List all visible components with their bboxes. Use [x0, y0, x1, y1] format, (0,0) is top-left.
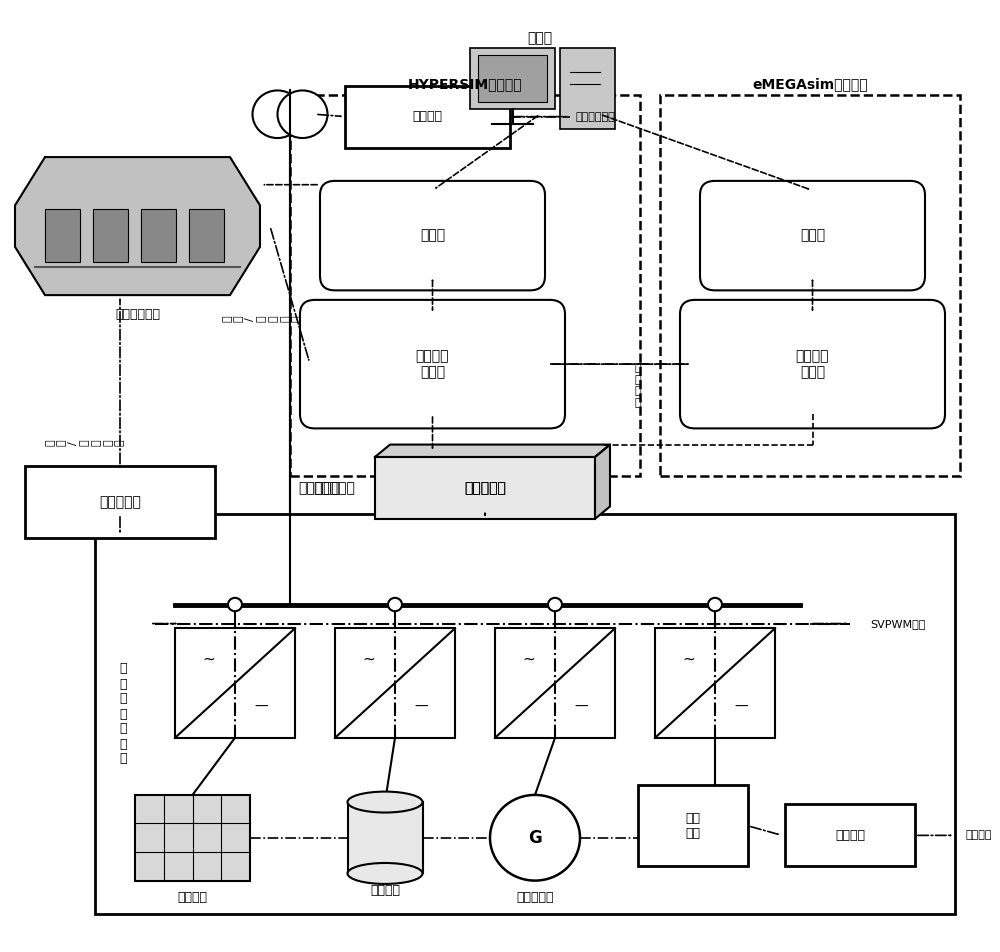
- Text: 变频
负荷: 变频 负荷: [686, 812, 701, 840]
- Bar: [375, 457, 595, 519]
- Text: —: —: [735, 700, 748, 714]
- Bar: [345, 86, 510, 148]
- Bar: [175, 628, 295, 738]
- Circle shape: [252, 90, 302, 138]
- Bar: [495, 628, 615, 738]
- Text: G: G: [528, 829, 542, 846]
- Text: 数
据
/
控
制
信
号: 数 据 / 控 制 信 号: [45, 440, 125, 446]
- Text: 测控保护: 测控保护: [413, 110, 442, 123]
- Ellipse shape: [348, 792, 422, 813]
- Circle shape: [388, 598, 402, 611]
- Text: 功率放大器: 功率放大器: [298, 481, 340, 495]
- FancyBboxPatch shape: [700, 181, 925, 290]
- Text: eMEGAsim仿真系统: eMEGAsim仿真系统: [752, 77, 868, 90]
- Text: 功率放大器: 功率放大器: [464, 481, 506, 495]
- Bar: [638, 785, 748, 866]
- Text: 输入输出
通信机: 输入输出 通信机: [416, 349, 449, 379]
- Text: 电压电流信号: 电压电流信号: [575, 111, 615, 122]
- Text: 数
据
/
控
制
信
号: 数 据 / 控 制 信 号: [222, 316, 302, 322]
- Bar: [348, 802, 423, 874]
- Text: 模式控制器: 模式控制器: [99, 495, 141, 509]
- FancyBboxPatch shape: [680, 300, 945, 428]
- Polygon shape: [15, 157, 260, 295]
- FancyBboxPatch shape: [320, 181, 545, 290]
- Bar: [335, 628, 455, 738]
- Bar: [135, 795, 250, 881]
- Text: 仿真机: 仿真机: [420, 228, 445, 243]
- Bar: [93, 209, 128, 262]
- Bar: [655, 628, 775, 738]
- Bar: [95, 514, 955, 914]
- Text: 物
理
微
电
网
系
统: 物 理 微 电 网 系 统: [119, 663, 127, 765]
- Circle shape: [278, 90, 328, 138]
- Text: HYPERSIM仿真系统: HYPERSIM仿真系统: [408, 77, 522, 90]
- Polygon shape: [595, 445, 610, 519]
- Text: ~: ~: [362, 651, 375, 666]
- Bar: [141, 209, 176, 262]
- Text: —: —: [415, 700, 428, 714]
- Circle shape: [548, 598, 562, 611]
- Text: 储能电池: 储能电池: [370, 884, 400, 897]
- Text: 数
据
信
号: 数 据 信 号: [635, 363, 641, 408]
- Bar: [470, 48, 555, 109]
- Bar: [785, 804, 915, 866]
- Text: 电流信号: 电流信号: [965, 830, 992, 841]
- Text: —: —: [255, 700, 268, 714]
- Bar: [478, 55, 547, 102]
- Text: ~: ~: [682, 651, 695, 666]
- FancyBboxPatch shape: [300, 300, 565, 428]
- Text: 功率放大器: 功率放大器: [464, 481, 506, 495]
- Text: ~: ~: [522, 651, 535, 666]
- Text: 仿真机: 仿真机: [800, 228, 825, 243]
- Text: 输入输出
通信机: 输入输出 通信机: [796, 349, 829, 379]
- Text: —: —: [575, 700, 588, 714]
- Bar: [290, 95, 640, 476]
- Text: SVPWM信号: SVPWM信号: [870, 619, 925, 628]
- Text: ~: ~: [202, 651, 215, 666]
- Bar: [660, 95, 960, 476]
- Bar: [560, 48, 615, 129]
- Bar: [189, 209, 224, 262]
- Text: 光伏电池: 光伏电池: [178, 891, 208, 904]
- Text: 功率放大器: 功率放大器: [313, 481, 355, 495]
- Text: 能量管理系统: 能量管理系统: [115, 307, 160, 321]
- Text: 测控保护: 测控保护: [835, 829, 865, 842]
- Circle shape: [228, 598, 242, 611]
- Bar: [45, 209, 80, 262]
- Text: 工作站: 工作站: [527, 31, 553, 45]
- Circle shape: [708, 598, 722, 611]
- Ellipse shape: [348, 863, 422, 883]
- Text: 柴油发电机: 柴油发电机: [516, 891, 554, 904]
- Polygon shape: [375, 445, 610, 457]
- Bar: [25, 466, 215, 538]
- Circle shape: [490, 795, 580, 881]
